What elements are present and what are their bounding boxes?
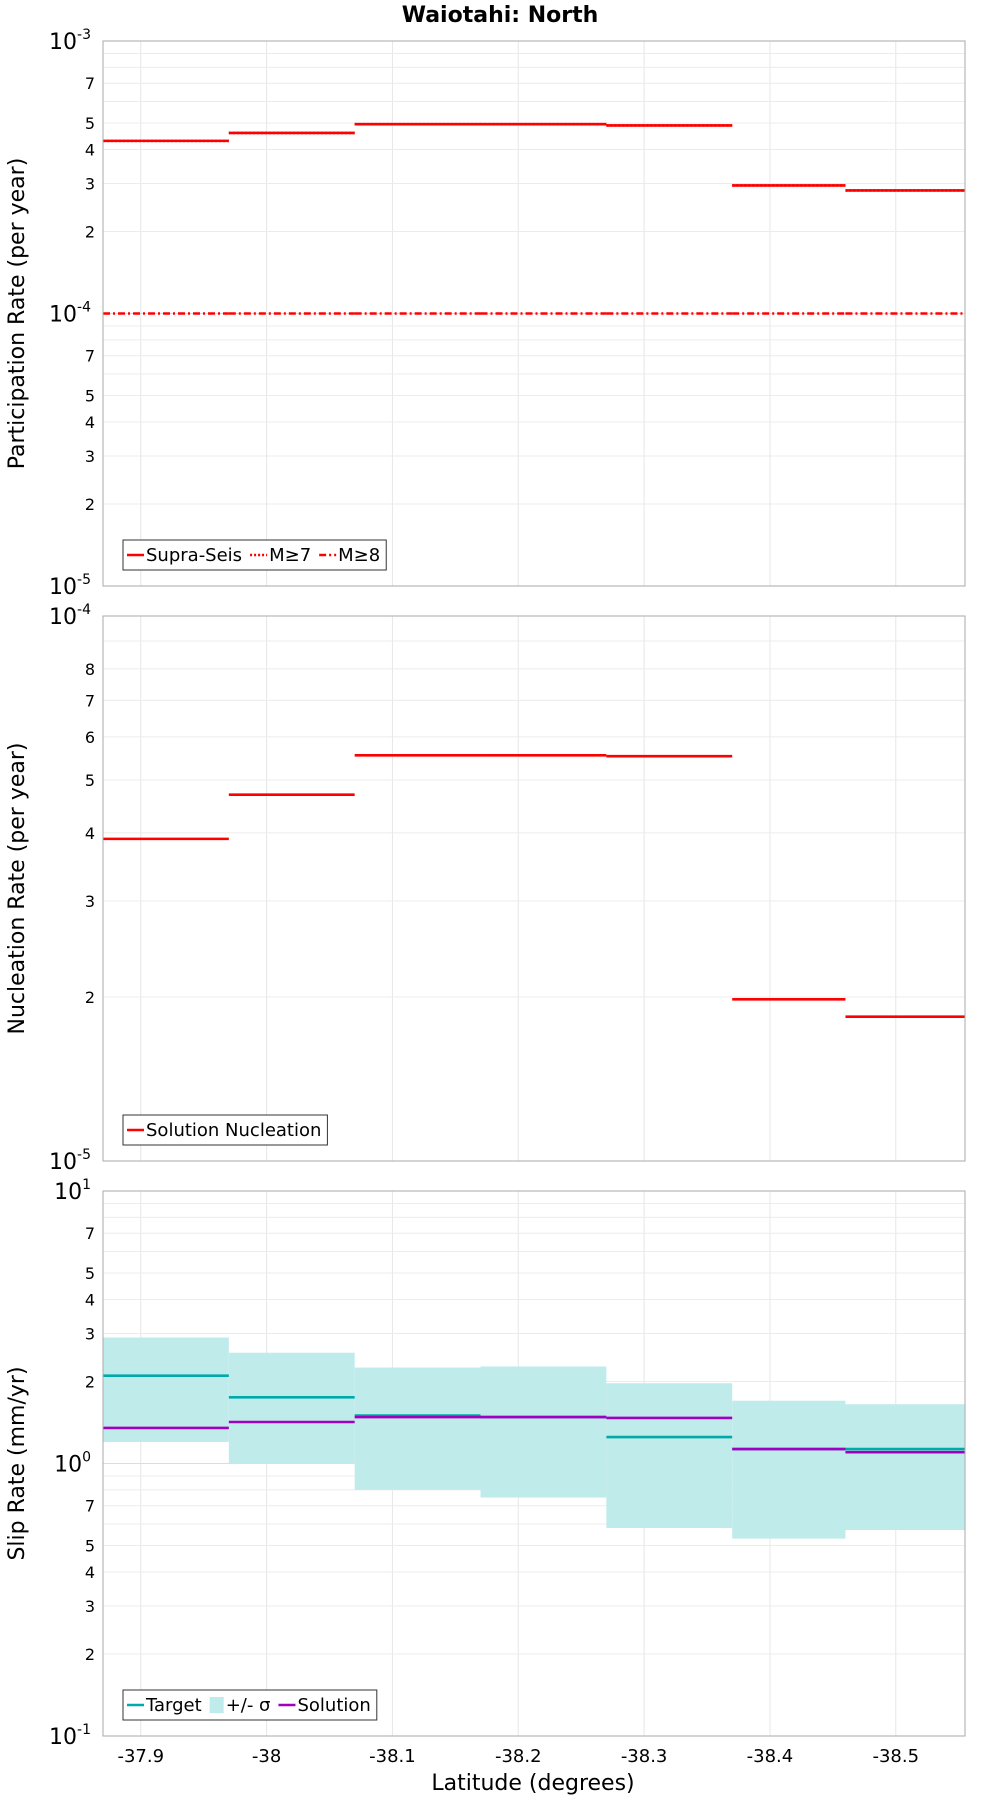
y-tick-label: 7 xyxy=(85,74,95,93)
legend-label: Target xyxy=(145,1695,202,1716)
x-tick-label: -38.5 xyxy=(872,1746,919,1767)
y-tick-label: 6 xyxy=(85,728,95,747)
sigma-band-segment xyxy=(354,1367,481,1490)
grid xyxy=(103,41,965,586)
y-tick-label: 3 xyxy=(85,1324,95,1343)
legend-label: +/- σ xyxy=(226,1695,271,1716)
legend-item: M≥7 xyxy=(250,545,311,566)
y-tick-label: 3 xyxy=(85,174,95,193)
legend-label: Solution xyxy=(297,1695,370,1716)
sigma-band-segment xyxy=(480,1366,607,1498)
x-tick-label: -38.1 xyxy=(369,1746,416,1767)
legend-item: +/- σ xyxy=(209,1695,271,1716)
y-tick-label: 5 xyxy=(85,1537,95,1556)
sigma-band xyxy=(103,1337,965,1539)
y-tick-label: 2 xyxy=(85,495,95,514)
legend-label: M≥7 xyxy=(269,545,311,566)
y-major-tick-label: 10-4 xyxy=(49,602,91,630)
plot-frame xyxy=(102,40,966,587)
y-major-tick-label: 10-4 xyxy=(49,300,91,328)
y-tick-label: 4 xyxy=(85,140,95,159)
y-major-tick-label: 10-5 xyxy=(49,572,91,600)
y-tick-label: 4 xyxy=(85,1563,95,1582)
panel-2: 10-4 10-5 8 7 6 5 4 3 2 Nucleation Rate (per year… xyxy=(5,602,966,1175)
x-tick-label: -38 xyxy=(252,1746,281,1767)
legend: Target +/- σ Solution xyxy=(122,1689,378,1721)
y-tick-label: 7 xyxy=(85,1497,95,1516)
legend-item: Solution Nucleation xyxy=(127,1120,321,1141)
x-tick-label: -37.9 xyxy=(117,1746,164,1767)
y-major-tick-label: 100 xyxy=(54,1450,91,1478)
plot-frame xyxy=(102,1190,966,1737)
y-axis-label: Participation Rate (per year) xyxy=(5,158,30,470)
sigma-band-segment xyxy=(845,1404,965,1531)
y-major-tick-label: 10-1 xyxy=(49,1722,91,1750)
legend-label: Solution Nucleation xyxy=(146,1120,321,1141)
y-tick-label: 5 xyxy=(85,1264,95,1283)
legend: Supra-Seis M≥7 M≥8 xyxy=(122,539,387,571)
series-solution-nucleation xyxy=(103,754,965,1018)
y-tick-label: 2 xyxy=(85,988,95,1007)
y-tick-label: 5 xyxy=(85,387,95,406)
series-solution xyxy=(103,1415,965,1454)
y-tick-label: 7 xyxy=(85,1224,95,1243)
sigma-band-segment xyxy=(732,1400,846,1539)
legend-swatch xyxy=(209,1697,224,1713)
legend-box xyxy=(122,1689,378,1721)
y-tick-label: 3 xyxy=(85,892,95,911)
y-tick-label: 4 xyxy=(85,1290,95,1309)
x-tick-label: -38.4 xyxy=(747,1746,794,1767)
y-tick-label: 7 xyxy=(85,691,95,710)
legend-item: Target xyxy=(127,1695,202,1716)
y-tick-label: 3 xyxy=(85,447,95,466)
legend-item: Solution xyxy=(278,1695,371,1716)
y-tick-label: 2 xyxy=(85,222,95,241)
y-tick-label: 5 xyxy=(85,114,95,133)
y-major-tick-label: 10-3 xyxy=(49,27,91,55)
sigma-band-segment xyxy=(606,1383,733,1528)
series-supra-seis xyxy=(103,122,965,192)
x-axis-label: Latitude (degrees) xyxy=(431,1771,634,1796)
y-major-tick-label: 10-5 xyxy=(49,1147,91,1175)
y-tick-label: 7 xyxy=(85,347,95,366)
legend-label: Supra-Seis xyxy=(146,545,242,566)
legend: Solution Nucleation xyxy=(122,1114,328,1146)
grid xyxy=(103,616,965,1161)
legend-label: M≥8 xyxy=(338,545,380,566)
y-axis-label: Slip Rate (mm/yr) xyxy=(5,1366,30,1560)
panel-3: 101 100 10-1 7 5 4 3 2 7 5 4 3 2 Slip Rate (mm/yr) Tar… xyxy=(5,1177,966,1767)
y-tick-label: 4 xyxy=(85,824,95,843)
x-tick-label: -38.2 xyxy=(495,1746,542,1767)
plot-frame xyxy=(102,615,966,1162)
legend-box xyxy=(122,1114,328,1146)
sigma-band-segment xyxy=(228,1352,355,1464)
legend-item: M≥8 xyxy=(319,545,380,566)
series-m-7 xyxy=(103,122,965,192)
y-tick-label: 2 xyxy=(85,1372,95,1391)
y-axis-label: Nucleation Rate (per year) xyxy=(5,743,30,1035)
legend-item: Supra-Seis xyxy=(127,545,242,566)
y-tick-label: 3 xyxy=(85,1597,95,1616)
y-tick-label: 5 xyxy=(85,771,95,790)
panel-1: 10-3 10-4 10-5 7 5 4 3 2 7 5 4 3 2 Participation Rate… xyxy=(5,27,966,600)
x-tick-label: -38.3 xyxy=(621,1746,668,1767)
y-major-tick-label: 101 xyxy=(54,1177,91,1205)
sigma-band-segment xyxy=(103,1337,229,1442)
chart-title: Waiotahi: North xyxy=(402,3,599,28)
y-tick-label: 8 xyxy=(85,660,95,679)
y-tick-label: 2 xyxy=(85,1645,95,1664)
y-tick-label: 4 xyxy=(85,413,95,432)
